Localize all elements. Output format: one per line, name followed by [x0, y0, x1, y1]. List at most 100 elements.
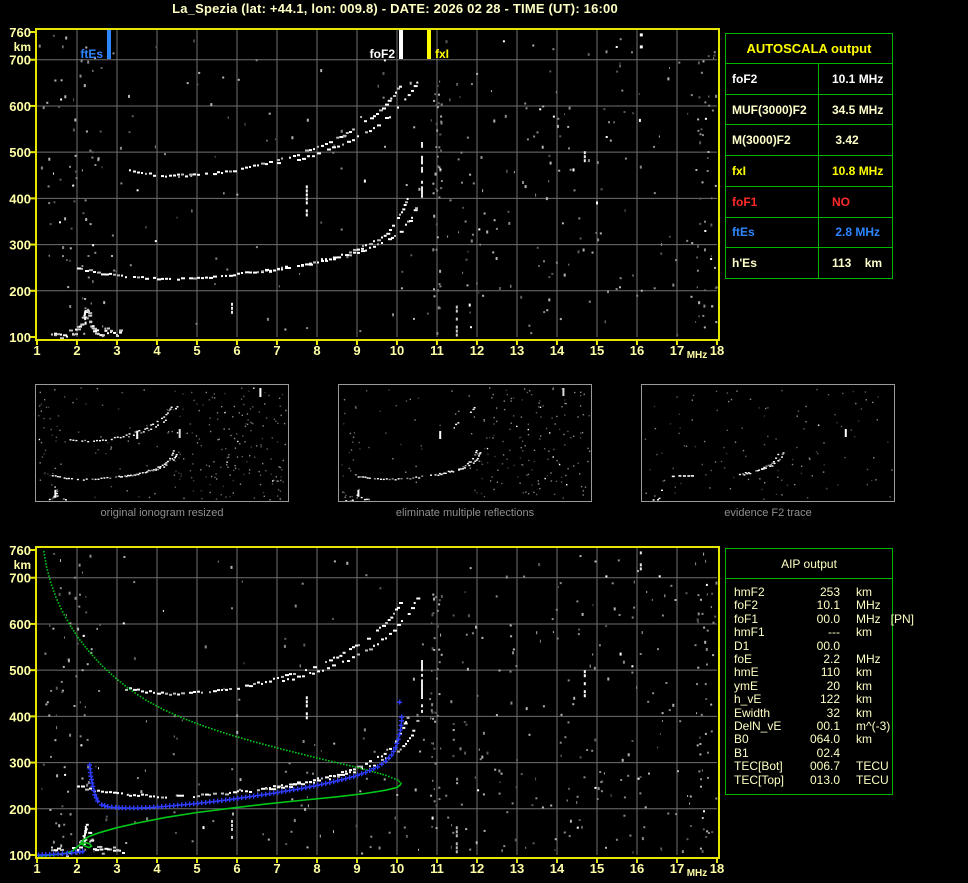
- echo-trace-dot: [406, 716, 410, 719]
- thumb-noise-dot: [567, 468, 569, 470]
- noise-dot: [76, 278, 78, 281]
- noise-dot: [710, 258, 713, 260]
- noise-dot: [90, 648, 93, 651]
- restored-trace-mark: [293, 787, 295, 793]
- echo-trace-dot: [88, 831, 93, 834]
- aip-row-label: D1: [734, 638, 750, 653]
- echo-trace-dot: [105, 273, 109, 276]
- noise-dot: [140, 790, 143, 794]
- interference-streak: [583, 682, 586, 686]
- noise-dot: [636, 570, 639, 573]
- thumb-noise-dot: [691, 419, 693, 421]
- thumb-noise-dot: [225, 496, 227, 498]
- profile-topside-dot: [160, 707, 162, 710]
- echo-trace-dot: [149, 690, 152, 693]
- noise-dot: [577, 633, 580, 636]
- restored-trace-mark: [57, 851, 59, 857]
- x-axis-label: 4: [153, 343, 161, 358]
- noise-dot: [690, 295, 693, 298]
- echo-trace-dot: [373, 127, 375, 130]
- thumb-noise-dot: [537, 480, 539, 482]
- aip-row-value: 00.1: [816, 719, 840, 734]
- thumb-trace-dot: [415, 476, 418, 478]
- noise-dot: [706, 629, 709, 632]
- echo-trace-dot: [221, 172, 223, 174]
- thumb-noise-dot: [767, 435, 769, 438]
- echo-trace-dot: [337, 773, 341, 776]
- interference-streak: [455, 309, 458, 313]
- noise-dot: [92, 69, 94, 72]
- thumb-noise-dot: [512, 415, 515, 417]
- thumb-noise-dot: [887, 441, 889, 443]
- noise-dot: [711, 592, 714, 595]
- echo-trace-dot: [365, 244, 367, 247]
- noise-dot: [466, 136, 469, 139]
- thumb-noise-dot: [350, 449, 353, 451]
- thumb-trace-dot: [54, 475, 57, 477]
- thumbnail-caption: eliminate multiple reflections: [395, 507, 535, 519]
- noise-dot: [46, 101, 49, 104]
- restored-trace-mark: [90, 773, 92, 779]
- thumb-noise-dot: [510, 397, 513, 400]
- thumb-trace-dot: [364, 476, 367, 478]
- echo-trace-dot: [382, 107, 386, 110]
- thumb-noise-dot: [540, 435, 542, 437]
- noise-dot: [416, 713, 419, 717]
- thumb-noise-dot: [252, 406, 254, 408]
- noise-dot: [695, 169, 698, 171]
- echo-trace-dot: [399, 230, 404, 233]
- noise-dot: [478, 291, 480, 294]
- thumbnail-content: [38, 387, 287, 501]
- noise-dot: [573, 189, 576, 192]
- echo-trace-dot: [165, 692, 168, 695]
- profile-topside-dot: [235, 735, 237, 738]
- plot-border: [35, 546, 720, 859]
- x-axis-label: 15: [590, 861, 604, 876]
- thumb-noise-dot: [127, 440, 129, 442]
- aip-row-unit: km: [856, 678, 872, 693]
- thumb-trace-dot: [147, 469, 150, 472]
- thumb-noise-dot: [143, 389, 145, 391]
- echo-trace-dot: [339, 136, 344, 138]
- echo-trace-dot: [381, 758, 384, 761]
- echo-trace-dot: [217, 171, 220, 174]
- thumb-noise-dot: [891, 469, 893, 471]
- profile-topside-dot: [44, 560, 47, 562]
- echo-trace-dot: [197, 690, 200, 693]
- restored-trace-mark: [241, 795, 243, 801]
- thumb-noise-dot: [262, 462, 264, 465]
- thumb-noise-dot: [506, 458, 508, 460]
- noise-dot: [333, 144, 336, 148]
- noise-dot: [74, 118, 77, 122]
- noise-dot: [523, 575, 526, 578]
- thumb-noise-dot: [526, 391, 529, 394]
- noise-dot: [535, 193, 537, 197]
- noise-dot: [60, 559, 61, 562]
- noise-dot: [204, 645, 207, 649]
- thumb-trace-dot: [469, 461, 472, 463]
- noise-dot: [283, 644, 286, 648]
- noise-dot: [266, 139, 268, 142]
- noise-dot: [306, 118, 309, 122]
- noise-dot: [84, 298, 87, 300]
- noise-dot: [707, 55, 710, 58]
- noise-dot: [195, 322, 198, 325]
- echo-trace-dot: [381, 236, 383, 239]
- echo-trace-dot: [193, 173, 196, 176]
- echo-trace-dot: [369, 648, 373, 651]
- echo-trace-dot: [421, 194, 423, 198]
- echo-trace-dot: [333, 775, 336, 778]
- thumb-noise-dot: [351, 495, 353, 498]
- interference-streak: [583, 151, 586, 155]
- noise-dot: [478, 748, 480, 751]
- thumb-noise-dot: [503, 408, 506, 411]
- thumb-noise-dot: [877, 396, 879, 398]
- noise-dot: [640, 289, 643, 292]
- noise-dot: [690, 94, 693, 97]
- x-axis-label: 7: [273, 343, 280, 358]
- restored-trace-mark: [111, 804, 113, 810]
- noise-dot: [112, 52, 115, 55]
- thumb-trace-dot: [400, 478, 403, 480]
- thumb-noise-dot: [549, 432, 551, 434]
- echo-trace-dot: [277, 786, 280, 789]
